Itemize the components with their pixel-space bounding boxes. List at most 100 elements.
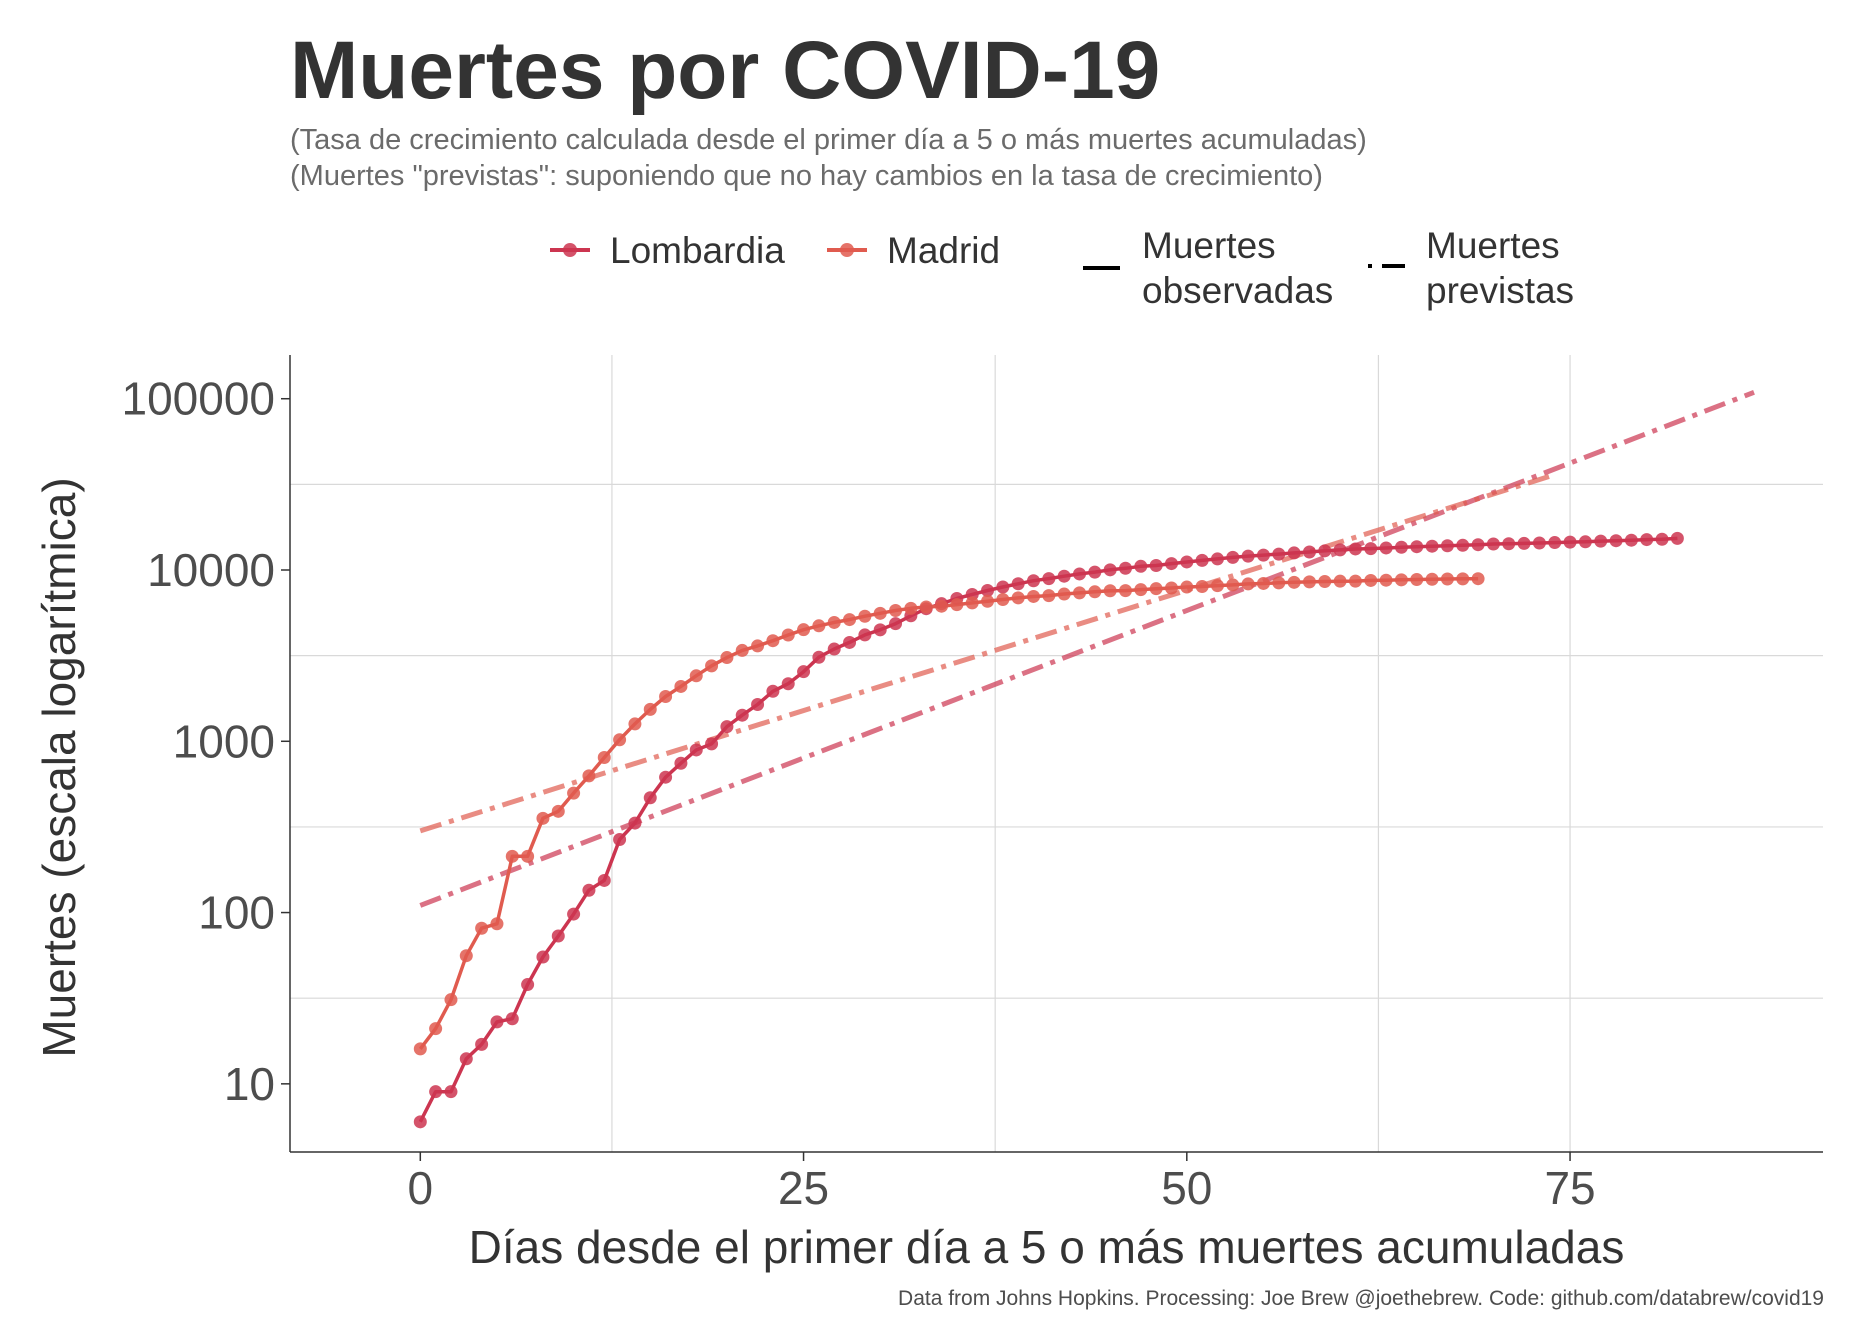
data-point-madrid bbox=[1226, 578, 1240, 592]
data-point-madrid bbox=[521, 849, 535, 863]
data-point-madrid bbox=[1333, 574, 1347, 588]
data-point-lombardia bbox=[444, 1085, 458, 1099]
observed-line-lombardia bbox=[418, 536, 1678, 1123]
data-point-lombardia bbox=[1180, 555, 1194, 569]
data-point-lombardia bbox=[1210, 552, 1224, 566]
data-point-lombardia bbox=[1364, 542, 1378, 556]
data-point-lombardia bbox=[597, 873, 611, 887]
data-point-madrid bbox=[444, 993, 458, 1007]
data-point-lombardia bbox=[689, 743, 703, 757]
data-point-lombardia bbox=[873, 623, 887, 637]
data-point-lombardia bbox=[735, 708, 749, 722]
data-point-madrid bbox=[751, 639, 765, 653]
data-point-lombardia bbox=[1272, 547, 1286, 561]
chart-title: Muertes por COVID-19 bbox=[290, 25, 1161, 116]
data-point-madrid bbox=[781, 628, 795, 642]
data-point-lombardia bbox=[1578, 535, 1592, 549]
data-point-lombardia bbox=[659, 770, 673, 784]
observed-lines bbox=[418, 536, 1678, 1123]
data-point-lombardia bbox=[781, 677, 795, 691]
y-tick-label: 10000 bbox=[147, 544, 275, 596]
data-point-lombardia bbox=[613, 833, 627, 847]
data-point-madrid bbox=[475, 921, 489, 935]
data-point-lombardia bbox=[1134, 559, 1148, 573]
data-point-lombardia bbox=[551, 929, 565, 943]
data-point-madrid bbox=[1164, 581, 1178, 595]
data-point-lombardia bbox=[812, 650, 826, 664]
data-point-madrid bbox=[459, 949, 473, 963]
data-points bbox=[413, 531, 1684, 1129]
grid-lines bbox=[290, 355, 1823, 1152]
data-point-lombardia bbox=[475, 1037, 489, 1051]
data-point-lombardia bbox=[705, 737, 719, 751]
chart-subtitle-line-1: (Tasa de crecimiento calculada desde el … bbox=[290, 124, 1367, 156]
data-point-lombardia bbox=[1655, 532, 1669, 546]
data-point-lombardia bbox=[674, 756, 688, 770]
data-point-madrid bbox=[965, 596, 979, 610]
legend-key-point-madrid bbox=[840, 243, 854, 257]
data-point-lombardia bbox=[1149, 559, 1163, 573]
data-point-madrid bbox=[1425, 572, 1439, 586]
data-point-madrid bbox=[429, 1022, 443, 1036]
data-point-madrid bbox=[1088, 585, 1102, 599]
data-point-madrid bbox=[843, 613, 857, 627]
data-point-lombardia bbox=[505, 1012, 519, 1026]
data-point-lombardia bbox=[643, 791, 657, 805]
x-tick-label: 25 bbox=[778, 1162, 829, 1214]
data-point-madrid bbox=[1364, 573, 1378, 587]
data-point-lombardia bbox=[521, 978, 535, 992]
data-point-lombardia bbox=[843, 635, 857, 649]
y-tick-label: 100 bbox=[198, 887, 275, 939]
data-point-madrid bbox=[950, 598, 964, 612]
data-point-lombardia bbox=[1072, 567, 1086, 581]
data-point-lombardia bbox=[1410, 540, 1424, 554]
data-point-madrid bbox=[659, 690, 673, 704]
data-point-lombardia bbox=[996, 580, 1010, 594]
data-point-madrid bbox=[1456, 572, 1470, 586]
data-point-madrid bbox=[996, 593, 1010, 607]
data-point-lombardia bbox=[1440, 539, 1454, 553]
data-point-madrid bbox=[889, 604, 903, 618]
data-point-lombardia bbox=[1057, 569, 1071, 583]
data-point-madrid bbox=[1195, 579, 1209, 593]
legend-label-projected-line-1: Muertes bbox=[1426, 225, 1560, 266]
chart-caption: Data from Johns Hopkins. Processing: Joe… bbox=[898, 1287, 1824, 1310]
projected-line-lombardia bbox=[419, 389, 1755, 908]
data-point-madrid bbox=[935, 599, 949, 613]
data-point-lombardia bbox=[1333, 543, 1347, 557]
data-point-lombardia bbox=[1486, 537, 1500, 551]
chart-subtitle-line-2: (Muertes "previstas": suponiendo que no … bbox=[290, 160, 1323, 192]
data-point-lombardia bbox=[1548, 536, 1562, 550]
data-point-lombardia bbox=[1302, 545, 1316, 559]
data-point-lombardia bbox=[827, 642, 841, 656]
y-tick-label: 100000 bbox=[122, 373, 276, 425]
axes: 10 100 1000 10000 100000 0 25 50 75 Días desde el… bbox=[33, 355, 1823, 1273]
data-point-lombardia bbox=[1394, 540, 1408, 554]
x-tick-label: 0 bbox=[408, 1162, 434, 1214]
data-point-madrid bbox=[567, 786, 581, 800]
legend-label-projected-line-2: previstas bbox=[1426, 270, 1574, 311]
projection-lines bbox=[419, 389, 1755, 908]
data-point-lombardia bbox=[1118, 561, 1132, 575]
data-point-lombardia bbox=[1348, 542, 1362, 556]
x-axis-label: Días desde el primer día a 5 o más muert… bbox=[469, 1221, 1625, 1273]
data-point-madrid bbox=[812, 619, 826, 633]
data-point-lombardia bbox=[1011, 577, 1025, 591]
data-point-madrid bbox=[597, 751, 611, 765]
data-point-lombardia bbox=[1287, 546, 1301, 560]
data-point-madrid bbox=[1302, 575, 1316, 589]
data-point-madrid bbox=[827, 615, 841, 629]
data-point-lombardia bbox=[1594, 534, 1608, 548]
projected-line-madrid bbox=[419, 472, 1556, 834]
data-point-madrid bbox=[1134, 583, 1148, 597]
data-point-madrid bbox=[1042, 589, 1056, 603]
data-point-madrid bbox=[643, 702, 657, 716]
data-point-lombardia bbox=[490, 1015, 504, 1029]
data-point-madrid bbox=[720, 651, 734, 665]
data-point-lombardia bbox=[1226, 550, 1240, 564]
data-point-madrid bbox=[766, 634, 780, 648]
data-point-lombardia bbox=[1379, 541, 1393, 555]
data-point-madrid bbox=[1348, 574, 1362, 588]
data-point-lombardia bbox=[1624, 533, 1638, 547]
data-point-madrid bbox=[1471, 572, 1485, 586]
